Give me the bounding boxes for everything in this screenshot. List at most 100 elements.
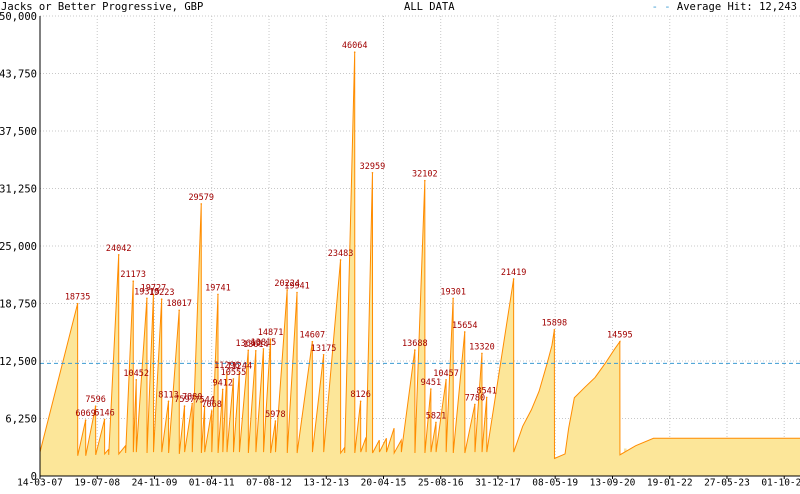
peak-value-label: 5821 [426,411,446,421]
peak-point [619,340,621,343]
peak-point [435,421,437,424]
peak-value-label: 10555 [221,368,247,378]
peak-point [84,419,87,421]
peak-point [463,331,466,333]
peak-value-label: 9412 [212,378,232,388]
peak-value-label: 8113 [158,390,178,400]
peak-point [203,405,206,408]
legend-average-icon: - - [651,1,671,13]
y-tick-label: 12,500 [0,356,37,368]
peak-value-label: 23483 [328,249,354,259]
peak-value-label: 13669 [235,339,261,349]
peak-point [238,371,241,374]
peak-value-label: 6069 [75,409,95,419]
x-tick-label: 19-07-08 [74,478,120,489]
peak-point [254,349,257,352]
peak-point [414,349,416,351]
peak-point [353,51,356,54]
x-tick-label: 07-08-12 [246,478,292,489]
peak-point [485,396,488,399]
peak-point [247,349,250,352]
peak-value-label: 32102 [412,170,438,180]
peak-value-label: 19315 [134,287,160,297]
peak-value-label: 15898 [542,319,568,329]
peak-value-label: 19741 [205,283,231,293]
peak-point [178,309,180,312]
y-tick-label: 6,250 [5,414,37,426]
peak-value-label: 18017 [166,299,192,309]
y-tick-label: 31,250 [0,184,37,196]
peak-point [371,171,374,174]
peak-value-label: 18735 [65,293,91,303]
peak-point [226,371,228,373]
y-tick-label: 18,750 [0,299,37,311]
x-tick-label: 24-11-09 [132,478,178,489]
x-tick-label: 20-04-15 [361,478,407,489]
y-tick-label: 25,000 [0,241,37,253]
peak-point [474,403,476,406]
peak-point [296,291,298,294]
x-tick-label: 13-12-13 [303,478,349,489]
x-tick-label: 14-03-07 [17,478,63,489]
peak-point [221,388,224,391]
peak-value-label: 5978 [265,410,285,420]
peak-point [262,348,265,350]
peak-value-label: 19223 [149,288,175,298]
legend-average-label: Average Hit: 12,243 [676,1,797,13]
peak-value-label: 7596 [85,395,105,405]
range-label: ALL DATA [404,1,455,13]
jackpot-line [39,52,800,460]
peak-point [210,410,213,412]
peak-point [200,203,203,205]
x-tick-label: 13-09-20 [590,478,636,489]
peak-point [152,293,155,296]
peak-point [430,388,432,390]
x-tick-label: 08-05-19 [532,478,578,489]
peak-value-label: 13815 [251,338,277,348]
peak-point [117,254,120,256]
chart-title: Jacks or Better Progressive, GBP [1,1,204,13]
peak-point [481,352,483,355]
peak-point [445,378,447,381]
peak-value-label: 13175 [311,344,337,354]
peak-point [286,289,288,291]
x-tick-label: 25-08-16 [418,478,464,489]
peak-point [339,259,342,261]
peak-value-label: 7780 [465,393,485,403]
peak-value-label: 11244 [227,362,253,372]
peak-value-label: 10457 [433,369,459,379]
peak-value-label: 21419 [501,268,527,278]
peak-value-label: 24042 [106,244,132,254]
peak-value-label: 8126 [350,390,370,400]
peak-value-label: 19941 [284,282,310,292]
legend-average: - - Average Hit: 12,243 [652,1,797,13]
x-tick-label: 27-05-23 [704,478,750,489]
peak-value-label: 14607 [300,331,326,341]
peak-point [146,297,148,300]
peak-value-label: 21173 [120,270,146,280]
peak-value-label: 9451 [421,378,441,388]
x-tick-label: 19-01-22 [647,478,693,489]
peak-value-label: 13688 [402,339,428,349]
peak-point [553,328,556,331]
peak-point [191,402,193,405]
peak-value-label: 46064 [342,41,368,51]
peak-value-label: 6146 [94,408,114,418]
peak-point [167,400,170,403]
peak-point [269,338,272,340]
x-tick-label: 01-04-11 [189,478,235,489]
peak-point [132,280,135,283]
peak-value-label: 8541 [476,386,496,396]
peak-value-label: 7880 [182,393,202,403]
peak-point [452,297,454,300]
peak-value-label: 29579 [188,193,214,203]
peak-value-label: 11296 [214,361,240,371]
peak-value-label: 14595 [607,331,633,341]
peak-point [322,353,325,356]
peak-point [94,405,97,407]
jackpot-area [40,52,800,477]
peak-point [359,400,362,403]
peak-point [311,340,314,343]
